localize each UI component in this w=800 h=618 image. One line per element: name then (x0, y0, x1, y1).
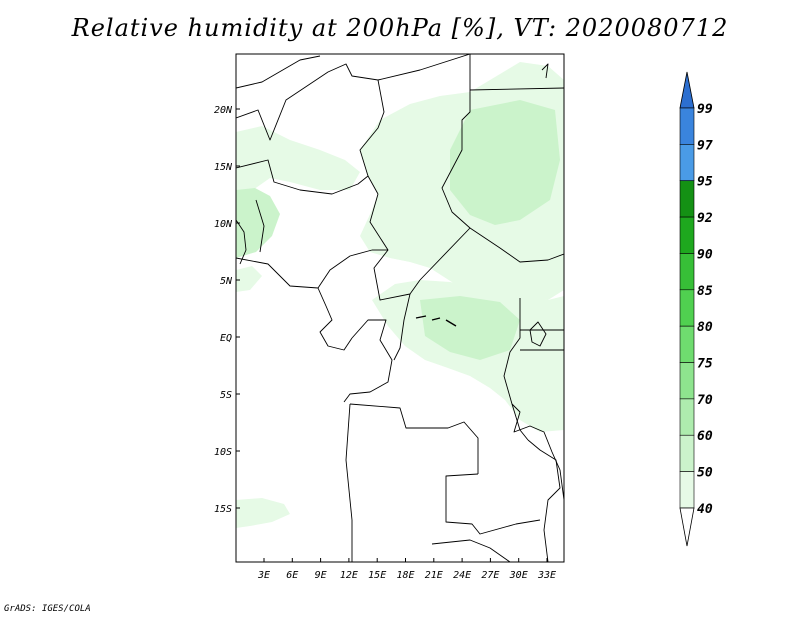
colorbar-bottom-triangle (679, 507, 695, 547)
lon-label: 24E (453, 570, 471, 581)
colorbar-label: 85 (697, 284, 713, 299)
lat-label: 15S (214, 504, 232, 515)
lon-label: 30E (509, 570, 528, 581)
lon-label: 12E (340, 570, 358, 581)
colorbar-label: 50 (697, 466, 713, 481)
colorbar: 99 97 95 92 90 85 80 75 70 60 50 40 (679, 71, 713, 547)
colorbar-label: 70 (697, 393, 713, 408)
lat-label: 5N (220, 276, 233, 287)
credit-text: GrADS: IGES/COLA (4, 604, 91, 614)
lat-label: 10N (214, 219, 233, 230)
humidity-fill-layer (236, 62, 564, 528)
humidity-fill-northeast-strong (450, 100, 560, 225)
longitude-ticks (263, 558, 548, 562)
colorbar-segment (679, 398, 695, 436)
colorbar-segment (679, 180, 695, 218)
lon-label: 27E (481, 570, 499, 581)
colorbar-label: 95 (697, 175, 713, 190)
lon-label: 21E (425, 570, 443, 581)
colorbar-top-triangle (679, 71, 695, 109)
colorbar-label: 40 (697, 502, 713, 517)
colorbar-segment (679, 216, 695, 254)
colorbar-label: 75 (697, 357, 713, 372)
lat-label: EQ (220, 333, 232, 344)
latitude-ticks (236, 108, 240, 509)
colorbar-segment (679, 325, 695, 363)
lat-label: 15N (214, 162, 233, 173)
humidity-fill-west-africa (236, 126, 360, 200)
colorbar-segment (679, 289, 695, 327)
lat-label: 5S (220, 390, 232, 401)
colorbar-label: 92 (697, 211, 713, 226)
colorbar-segment (679, 362, 695, 400)
lat-label: 20N (214, 105, 233, 116)
colorbar-segment (679, 434, 695, 472)
map-frame (235, 53, 565, 563)
humidity-fill-west-edge (236, 266, 262, 292)
colorbar-segment (679, 144, 695, 182)
colorbar-label: 99 (697, 102, 713, 117)
country-borders (236, 54, 564, 562)
colorbar-label: 60 (697, 429, 713, 444)
colorbar-label: 80 (697, 320, 713, 335)
colorbar-segment (679, 471, 695, 509)
colorbar-label: 97 (697, 138, 713, 153)
lon-label: 18E (396, 570, 414, 581)
colorbar-segment (679, 253, 695, 291)
lon-label: 15E (368, 570, 386, 581)
longitude-labels: 3E 6E 9E 12E 15E 18E 21E 24E 27E 30E 33E (257, 570, 556, 581)
lon-label: 3E (257, 570, 270, 581)
lon-label: 9E (315, 570, 327, 581)
colorbar-segment (679, 107, 695, 145)
humidity-fill-coast (236, 188, 280, 258)
lon-label: 6E (286, 570, 298, 581)
colorbar-label: 90 (697, 247, 713, 262)
humidity-fill-southwest (236, 498, 290, 528)
chart-title: Relative humidity at 200hPa [%], VT: 202… (71, 14, 729, 42)
latitude-labels: 20N 15N 10N 5N EQ 5S 10S 15S (214, 105, 233, 515)
lon-label: 33E (537, 570, 556, 581)
lat-label: 10S (214, 447, 232, 458)
humidity-fill-central-strong (420, 296, 520, 360)
